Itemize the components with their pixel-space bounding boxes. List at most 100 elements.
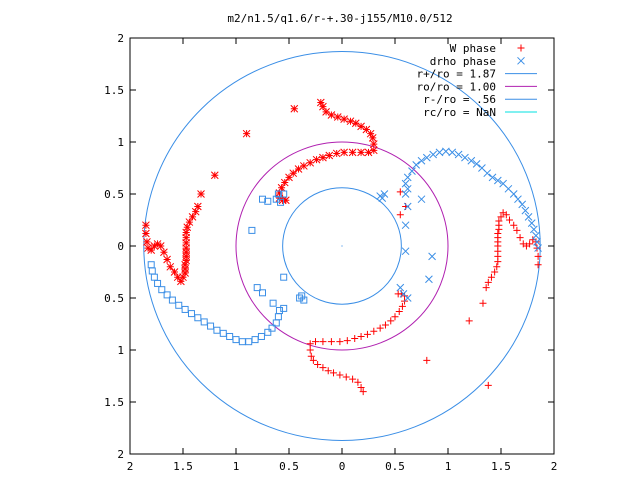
data-point <box>182 256 191 265</box>
data-point <box>275 306 283 314</box>
x-tick-label: 0.5 <box>279 460 299 473</box>
data-point <box>532 238 540 246</box>
data-point <box>362 125 371 134</box>
y-tick-label: 2 <box>117 448 124 461</box>
data-point <box>534 261 542 269</box>
legend-label: r+/ro = 1.87 <box>417 68 496 81</box>
data-point <box>524 213 533 221</box>
data-point <box>264 328 272 336</box>
data-point <box>502 211 510 219</box>
data-point <box>142 229 150 238</box>
data-point <box>143 237 151 246</box>
x-tick-label: 2 <box>127 460 134 473</box>
data-point <box>182 252 191 261</box>
data-point <box>272 195 280 203</box>
data-point <box>484 278 492 286</box>
data-point <box>281 196 290 205</box>
data-point <box>289 169 298 178</box>
data-point <box>395 308 403 316</box>
data-point <box>422 153 431 162</box>
data-point <box>179 273 187 282</box>
y-tick-label: 0 <box>117 240 124 253</box>
data-point <box>348 148 357 157</box>
data-point <box>376 324 384 332</box>
data-point <box>518 200 527 209</box>
data-point <box>277 183 286 192</box>
data-point <box>280 178 289 187</box>
y-tick-label: 2 <box>117 32 124 45</box>
data-point <box>483 169 492 178</box>
data-point <box>307 352 315 360</box>
data-point <box>401 190 410 198</box>
data-point <box>147 261 155 269</box>
data-point <box>259 195 266 203</box>
data-point <box>251 336 259 344</box>
data-point <box>177 277 185 286</box>
data-point <box>364 148 373 157</box>
data-point <box>357 122 365 131</box>
x-tick-label: 2 <box>551 460 558 473</box>
data-point <box>532 231 540 240</box>
data-point <box>182 233 191 242</box>
data-point <box>403 184 412 193</box>
data-point <box>363 330 371 338</box>
data-point <box>175 301 183 309</box>
legend-label: rc/ro = NaN <box>423 106 496 119</box>
data-point <box>185 218 194 226</box>
data-point <box>306 346 314 354</box>
data-point <box>396 188 404 196</box>
data-point <box>259 289 266 297</box>
data-point <box>274 313 282 321</box>
data-point <box>148 267 156 275</box>
data-point <box>298 292 306 300</box>
y-tick-label: 0.5 <box>104 188 124 201</box>
x-tick-label: 1.5 <box>491 460 511 473</box>
data-point <box>319 102 327 111</box>
data-point <box>417 156 426 165</box>
data-point <box>245 338 253 346</box>
data-point <box>290 104 299 113</box>
data-point <box>423 356 431 364</box>
data-point <box>336 338 344 346</box>
data-point <box>226 332 234 340</box>
x-tick-label: 1 <box>445 460 452 473</box>
data-point <box>343 337 351 345</box>
data-point <box>194 314 202 322</box>
data-point <box>150 242 159 250</box>
data-point <box>465 317 473 325</box>
data-point <box>325 151 334 160</box>
data-point <box>514 195 522 204</box>
data-point <box>516 234 524 242</box>
data-point <box>429 150 438 159</box>
data-point <box>312 338 319 346</box>
legend-label: r-/ro = .56 <box>423 93 496 106</box>
data-point <box>163 291 171 299</box>
data-point <box>357 332 365 340</box>
data-point <box>316 98 325 107</box>
data-point <box>207 322 215 330</box>
data-point <box>197 190 205 198</box>
data-point <box>191 207 200 216</box>
data-point <box>319 338 327 346</box>
data-point <box>533 237 541 246</box>
data-point <box>479 299 487 307</box>
data-point <box>182 248 191 257</box>
x-tick-label: 0.5 <box>385 460 405 473</box>
data-point <box>332 149 341 158</box>
circle-rro <box>282 187 402 305</box>
chart-title: m2/n1.5/q1.6/r-+.30-j155/M10.0/512 <box>227 12 452 25</box>
data-point <box>351 119 360 128</box>
data-point <box>482 284 490 292</box>
data-point <box>491 268 499 276</box>
data-point <box>428 252 436 261</box>
data-point <box>442 147 450 156</box>
data-point <box>349 375 357 383</box>
data-point <box>319 364 327 372</box>
y-tick-label: 1.5 <box>104 396 124 409</box>
data-point <box>312 155 321 164</box>
data-point <box>142 221 150 230</box>
data-point <box>153 240 162 248</box>
y-tick-label: 1.5 <box>104 84 124 97</box>
data-point <box>170 268 179 276</box>
data-point <box>300 296 308 304</box>
